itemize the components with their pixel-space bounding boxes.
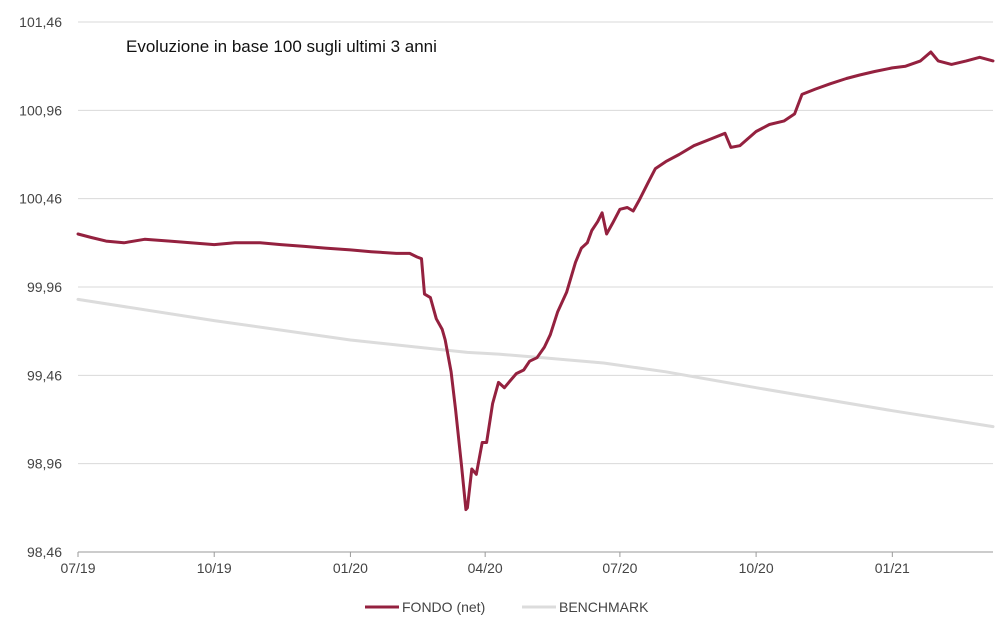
y-axis-tick-labels: 101,46 100,96 100,46 99,96 99,46 98,96 98,46: [19, 14, 62, 560]
x-tick-label: 01/21: [875, 560, 910, 576]
y-tick-label: 99,46: [27, 367, 62, 383]
y-tick-label: 98,46: [27, 544, 62, 560]
series-lines: [76, 50, 995, 512]
x-tick-label: 01/20: [333, 560, 368, 576]
gridlines: [78, 21, 993, 465]
y-tick-label: 99,96: [27, 279, 62, 295]
x-axis-tick-labels: 07/19 10/19 01/20 04/20 07/20 10/20 01/21: [60, 552, 910, 576]
legend: FONDO (net) BENCHMARK: [365, 599, 649, 615]
x-tick-label: 10/19: [197, 560, 232, 576]
chart-title: Evoluzione in base 100 sugli ultimi 3 an…: [126, 37, 437, 56]
y-tick-label: 101,46: [19, 14, 62, 30]
y-tick-label: 100,46: [19, 191, 62, 207]
benchmark-line: [76, 297, 995, 429]
legend-benchmark-label: BENCHMARK: [559, 599, 649, 615]
x-tick-label: 07/19: [60, 560, 95, 576]
x-tick-label: 04/20: [468, 560, 503, 576]
x-tick-label: 10/20: [739, 560, 774, 576]
fondo-line: [76, 50, 995, 512]
x-tick-label: 07/20: [602, 560, 637, 576]
y-tick-label: 98,96: [27, 456, 62, 472]
y-tick-label: 100,96: [19, 102, 62, 118]
legend-fondo-label: FONDO (net): [402, 599, 485, 615]
